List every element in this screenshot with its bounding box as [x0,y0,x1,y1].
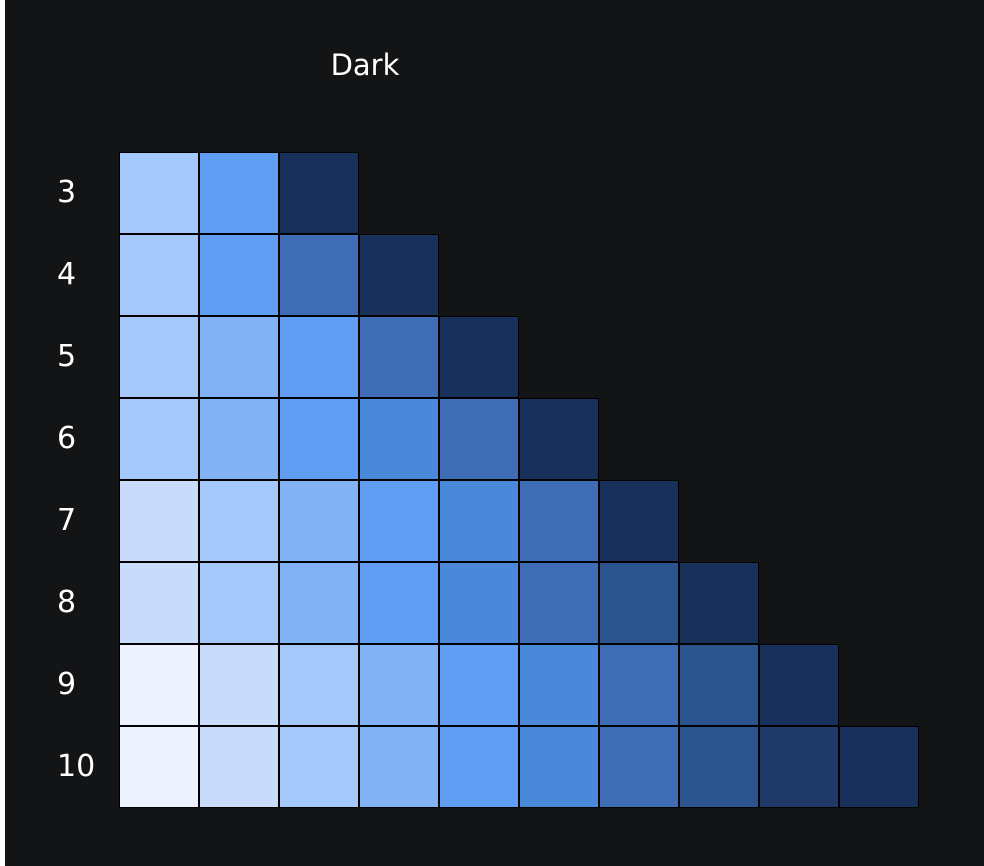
swatch-cell [839,726,919,808]
row-label: 7 [57,503,77,538]
swatch-cell [119,398,199,480]
swatch-cell [439,398,519,480]
row-label: 5 [57,339,77,374]
swatch-cell [439,562,519,644]
palette-row-8: 8 [5,562,984,644]
swatch-cell [199,152,279,234]
swatch-cell [359,644,439,726]
swatch-cell [439,726,519,808]
swatch-cell [679,644,759,726]
swatch-cell [359,398,439,480]
swatch-cell [599,726,679,808]
swatch-cell [279,726,359,808]
row-label: 9 [57,667,77,702]
swatch-cell [759,726,839,808]
palette-row-6: 6 [5,398,984,480]
swatch-cell [599,480,679,562]
swatch-cell [119,726,199,808]
swatch-cell [279,234,359,316]
swatch-cell [519,480,599,562]
swatch-cell [439,480,519,562]
swatch-cell [279,644,359,726]
swatch-cell [279,562,359,644]
swatch-cell [279,480,359,562]
swatch-cell [439,644,519,726]
swatch-cell [599,644,679,726]
swatch-cell [199,644,279,726]
swatch-cell [519,644,599,726]
row-label: 8 [57,585,77,620]
row-label: 10 [57,749,96,784]
palette-row-9: 9 [5,644,984,726]
swatch-cell [119,644,199,726]
swatch-cell [679,562,759,644]
swatch-cell [199,398,279,480]
swatch-cell [599,562,679,644]
swatch-cell [199,234,279,316]
swatch-cell [119,152,199,234]
swatch-cell [359,562,439,644]
swatch-cell [359,234,439,316]
swatch-cell [519,726,599,808]
row-label: 4 [57,257,77,292]
swatch-cell [359,726,439,808]
swatch-cell [119,316,199,398]
swatch-cell [279,316,359,398]
palette-row-3: 3 [5,152,984,234]
swatch-cell [199,480,279,562]
swatch-cell [119,480,199,562]
palette-panel: Dark 3 4 5 6 7 8 9 10 [5,0,984,866]
swatch-cell [279,152,359,234]
swatch-cell [359,316,439,398]
chart-title: Dark [330,48,400,82]
row-label: 6 [57,421,77,456]
swatch-cell [759,644,839,726]
swatch-cell [279,398,359,480]
swatch-cell [199,562,279,644]
swatch-cell [199,726,279,808]
swatch-cell [679,726,759,808]
swatch-cell [519,562,599,644]
swatch-cell [199,316,279,398]
row-label: 3 [57,175,77,210]
swatch-cell [359,480,439,562]
swatch-cell [519,398,599,480]
palette-row-7: 7 [5,480,984,562]
palette-row-4: 4 [5,234,984,316]
palette-row-10: 10 [5,726,984,808]
swatch-cell [119,234,199,316]
palette-row-5: 5 [5,316,984,398]
swatch-cell [119,562,199,644]
swatch-cell [439,316,519,398]
